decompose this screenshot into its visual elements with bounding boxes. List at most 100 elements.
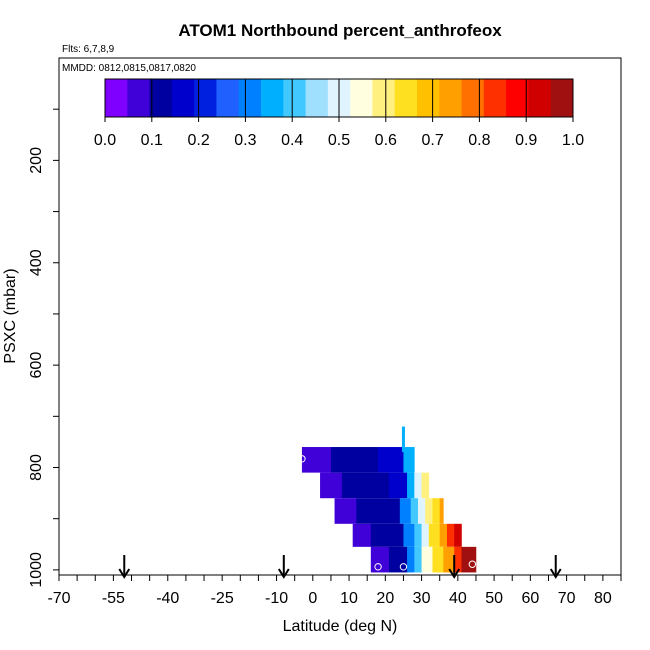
y-axis: 200 400 600 800 1000 bbox=[28, 108, 59, 588]
colorbar-swatch bbox=[283, 79, 307, 117]
x-tick-label: 10 bbox=[340, 590, 358, 607]
colorbar-tick-label: 0.0 bbox=[94, 132, 116, 149]
heatmap-cell bbox=[417, 498, 426, 524]
heatmap-cell bbox=[341, 472, 390, 499]
colorbar-tick-label: 1.0 bbox=[562, 132, 584, 149]
colorbar-tick-label: 0.1 bbox=[141, 132, 163, 149]
x-tick-label: 0 bbox=[308, 590, 317, 607]
colorbar-swatch bbox=[506, 79, 529, 117]
heatmap-cell bbox=[399, 498, 412, 524]
colorbar-swatch bbox=[238, 79, 262, 117]
heatmap-cell bbox=[439, 523, 448, 547]
x-tick-label: 30 bbox=[413, 590, 431, 607]
heatmap-cell bbox=[388, 546, 408, 573]
heatmap-cell bbox=[454, 546, 462, 573]
heatmap-cell bbox=[454, 523, 462, 547]
heatmap-cell bbox=[428, 523, 441, 547]
colorbar-swatch bbox=[261, 79, 284, 117]
x-tick-label: -10 bbox=[265, 590, 288, 607]
x-tick-label: 40 bbox=[449, 590, 467, 607]
colorbar-swatch bbox=[394, 79, 418, 117]
x-tick-label: 20 bbox=[376, 590, 394, 607]
colorbar-swatch bbox=[483, 79, 507, 117]
colorbar-swatch bbox=[439, 79, 463, 117]
heatmap-cell bbox=[421, 523, 430, 547]
colorbar-swatch bbox=[149, 79, 173, 117]
data-marker bbox=[399, 563, 408, 571]
heatmap-cell bbox=[410, 498, 419, 524]
heatmap-cells bbox=[301, 426, 477, 573]
x-tick-label: -40 bbox=[156, 590, 179, 607]
data-marker bbox=[468, 560, 477, 568]
colorbar-tick-label: 0.8 bbox=[468, 132, 490, 149]
colorbar-tick-label: 0.9 bbox=[515, 132, 537, 149]
heatmap-cell bbox=[425, 498, 433, 524]
heatmap-cell bbox=[446, 523, 455, 547]
y-tick-label: 1000 bbox=[28, 552, 45, 588]
y-tick-label: 200 bbox=[28, 147, 45, 174]
arrow-head bbox=[448, 568, 461, 579]
heatmap-cell bbox=[370, 546, 390, 573]
heatmap-cell bbox=[421, 546, 433, 573]
heatmap-cell bbox=[461, 546, 477, 573]
colorbar-swatch bbox=[461, 79, 485, 117]
colorbar-tick-label: 0.6 bbox=[375, 132, 397, 149]
x-tick-label: 50 bbox=[485, 590, 503, 607]
colorbar-swatch bbox=[105, 79, 128, 117]
heatmap-cell bbox=[403, 447, 412, 473]
x-tick-label: -70 bbox=[47, 590, 70, 607]
colorbar-border bbox=[104, 78, 574, 118]
colorbar-swatch bbox=[550, 79, 574, 117]
heatmap-cell bbox=[414, 472, 422, 499]
y-tick-label: 800 bbox=[28, 454, 45, 481]
x-axis-label: Latitude (deg N) bbox=[283, 618, 398, 635]
y-axis-label: PSXC (mbar) bbox=[2, 268, 19, 363]
plot-frame bbox=[58, 57, 622, 576]
colorbar-tick-label: 0.2 bbox=[187, 132, 209, 149]
heatmap-cell bbox=[330, 447, 379, 473]
heatmap-cell bbox=[407, 546, 415, 573]
colorbar-swatch bbox=[528, 79, 552, 117]
arrow-head bbox=[118, 568, 131, 579]
arrow-head bbox=[277, 568, 290, 579]
heatmap-cell bbox=[432, 498, 441, 524]
heatmap-cell bbox=[334, 498, 357, 524]
colorbar-swatch bbox=[372, 79, 396, 117]
colorbar-swatch bbox=[194, 79, 217, 117]
y-tick-label: 400 bbox=[28, 249, 45, 276]
x-tick-label: -25 bbox=[211, 590, 234, 607]
colorbar-tick-label: 0.7 bbox=[421, 132, 443, 149]
heatmap-cell bbox=[403, 523, 415, 547]
heatmap-cell bbox=[370, 523, 404, 547]
x-tick-label: 70 bbox=[558, 590, 576, 607]
heatmap-cell bbox=[356, 498, 401, 524]
heatmap-cell bbox=[407, 472, 415, 499]
colorbar-swatch bbox=[417, 79, 440, 117]
x-tick-label: 80 bbox=[594, 590, 612, 607]
heatmap-cell bbox=[320, 472, 343, 499]
heatmap-cell bbox=[301, 447, 332, 473]
chart-dates-label: MMDD: 0812,0815,0817,0820 bbox=[62, 63, 196, 74]
data-marker bbox=[298, 455, 306, 463]
heatmap-cell bbox=[388, 472, 408, 499]
heatmap-cell bbox=[410, 447, 415, 473]
colorbar-swatch bbox=[171, 79, 195, 117]
colorbar-swatch bbox=[305, 79, 329, 117]
heatmap-cell bbox=[378, 447, 404, 473]
heatmap-cell bbox=[414, 523, 422, 547]
arrow-head bbox=[549, 568, 562, 579]
heatmap-cell bbox=[414, 546, 422, 573]
heatmap-cell bbox=[421, 472, 430, 499]
colorbar-swatch bbox=[350, 79, 373, 117]
colorbar-tick-label: 0.5 bbox=[328, 132, 350, 149]
x-tick-label: 60 bbox=[521, 590, 539, 607]
colorbar-swatch bbox=[216, 79, 240, 117]
heatmap-column bbox=[401, 426, 405, 453]
heatmap-cell bbox=[432, 546, 444, 573]
y-tick-label: 600 bbox=[28, 352, 45, 379]
arrow-markers bbox=[118, 555, 562, 579]
data-markers bbox=[298, 455, 477, 571]
chart-title: ATOM1 Northbound percent_anthrofeox bbox=[178, 21, 502, 40]
colorbar-tick-label: 0.3 bbox=[234, 132, 256, 149]
